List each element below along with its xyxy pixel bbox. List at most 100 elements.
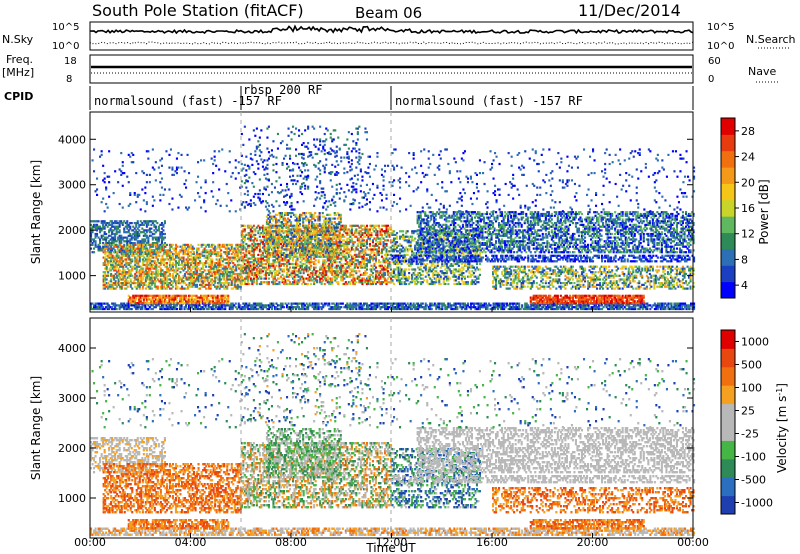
power-cell <box>103 307 106 311</box>
power-cell <box>314 304 317 307</box>
power-cell <box>153 276 156 279</box>
power-cell <box>203 262 206 265</box>
power-cell <box>406 302 409 305</box>
power-cell <box>222 304 225 307</box>
power-cell <box>217 260 220 263</box>
power-cell <box>168 251 171 254</box>
power-cell <box>190 247 193 250</box>
power-cell <box>365 268 368 271</box>
power-cell <box>181 280 184 283</box>
power-cell <box>203 300 206 303</box>
power-cell <box>188 306 191 309</box>
power-cell <box>168 263 171 266</box>
power-cell <box>156 258 159 261</box>
power-cell <box>90 231 93 234</box>
power-cell <box>205 251 208 254</box>
power-cell <box>138 302 141 305</box>
power-cell <box>159 274 162 277</box>
power-cell <box>150 271 153 274</box>
power-cell <box>122 276 125 279</box>
power-cell <box>125 278 128 281</box>
power-cell <box>144 307 147 311</box>
power-cell <box>99 245 102 248</box>
power-cell <box>208 269 211 272</box>
power-cell <box>135 222 138 225</box>
power-cell <box>230 276 233 279</box>
power-cell <box>153 302 156 305</box>
power-cell <box>132 304 135 307</box>
power-cell <box>181 285 184 288</box>
power-cell <box>114 306 117 309</box>
power-cell <box>149 251 152 254</box>
power-cell <box>659 307 662 311</box>
power-cell <box>198 298 201 301</box>
power-cell <box>208 256 211 259</box>
power-cell <box>125 258 128 261</box>
power-cell <box>106 306 109 309</box>
power-cell <box>236 260 239 263</box>
power-cell <box>230 287 233 290</box>
power-cell <box>254 237 257 240</box>
power-cell <box>586 304 589 307</box>
power-cell <box>226 254 229 257</box>
power-cell <box>634 307 637 311</box>
power-cell <box>153 229 156 232</box>
power-cell <box>124 222 127 225</box>
power-cell <box>316 306 319 309</box>
power-cell <box>515 304 518 307</box>
power-cell <box>167 285 170 288</box>
power-cell <box>181 256 184 259</box>
power-cell <box>108 269 111 272</box>
power-cell <box>135 302 138 305</box>
power-cell <box>638 307 641 311</box>
power-cell <box>178 302 181 305</box>
power-cell <box>184 267 187 270</box>
power-cell <box>157 302 160 305</box>
power-cell <box>192 294 195 297</box>
power-cell <box>222 294 225 297</box>
power-cell <box>518 302 521 305</box>
power-cell <box>191 274 194 277</box>
power-cell <box>248 244 251 247</box>
power-cell <box>147 252 150 256</box>
power-cell <box>275 306 278 309</box>
power-cell <box>135 265 138 268</box>
power-cell <box>122 267 125 270</box>
power-cell <box>166 306 169 309</box>
power-cell <box>138 232 141 236</box>
power-cell <box>218 254 221 257</box>
power-cell <box>243 246 246 249</box>
power-cell <box>217 254 220 257</box>
power-cell <box>218 260 221 263</box>
power-cell <box>159 285 162 288</box>
power-cell <box>111 285 114 288</box>
power-cell <box>176 285 179 288</box>
power-cell <box>456 307 459 311</box>
power-cell <box>249 244 252 247</box>
power-cell <box>118 240 121 243</box>
power-cell <box>150 307 153 311</box>
power-cell <box>478 306 481 309</box>
power-cell <box>239 252 242 256</box>
power-cell <box>358 307 361 311</box>
power-cell <box>131 269 134 272</box>
power-cell <box>230 304 233 307</box>
power-cell <box>114 302 117 305</box>
power-cell <box>132 254 135 257</box>
power-cell <box>190 278 193 281</box>
power-cell <box>346 257 349 260</box>
power-cell <box>130 238 133 241</box>
power-cell <box>390 302 393 305</box>
power-cell <box>215 298 218 301</box>
power-cell <box>155 267 158 270</box>
power-cell <box>131 265 134 268</box>
power-cell <box>210 294 213 297</box>
power-cell <box>147 220 150 223</box>
power-cell <box>374 307 377 311</box>
power-cell <box>135 251 138 254</box>
power-cell <box>194 254 197 257</box>
power-cell <box>469 307 472 311</box>
power-cell <box>116 252 119 256</box>
power-cell <box>129 251 132 254</box>
power-cell <box>107 245 110 248</box>
